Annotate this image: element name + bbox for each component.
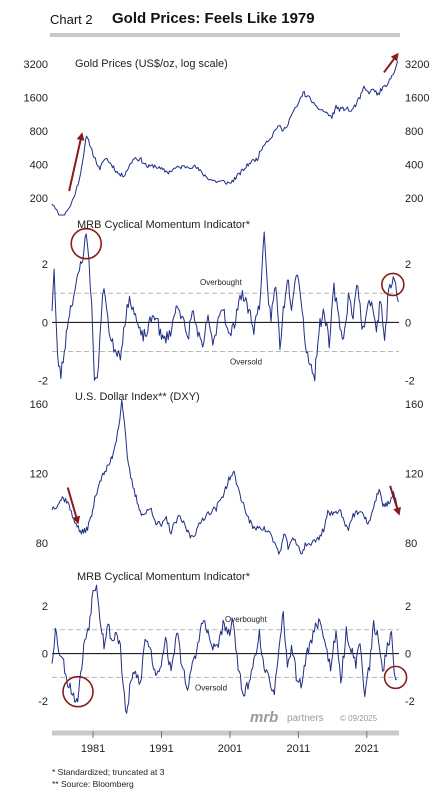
- x-tick-label: 1981: [81, 743, 105, 755]
- y-tick-label-right: 160: [405, 399, 423, 411]
- y-tick-label-left: 80: [36, 538, 48, 550]
- y-tick-label-right: 2: [405, 601, 411, 613]
- header-rule: [50, 33, 400, 37]
- annotation-arrow: [389, 485, 401, 516]
- series-line: [51, 584, 397, 714]
- annotation-arrow: [383, 52, 399, 74]
- annotation-circle: [383, 665, 408, 690]
- y-tick-label-left: 0: [42, 649, 48, 661]
- y-tick-label-left: -2: [38, 696, 48, 708]
- gold-price-panel: Gold Prices (US$/oz, log scale) 200 200 400…: [24, 52, 429, 216]
- y-tick-label-left: 200: [30, 193, 48, 205]
- brand-partners: partners: [287, 713, 324, 724]
- reference-label: Oversold: [230, 358, 262, 367]
- brand-mrb: mrb: [250, 709, 278, 726]
- x-tick-label: 2021: [355, 743, 379, 755]
- chart-number: Chart 2: [50, 12, 93, 27]
- annotation-circle: [381, 272, 405, 297]
- panel-title: MRB Cyclical Momentum Indicator*: [77, 571, 251, 583]
- y-tick-label-right: 3200: [405, 59, 429, 71]
- y-tick-label-left: 160: [30, 399, 48, 411]
- annotation-circle: [70, 227, 103, 260]
- brand-copyright: © 09/2025: [340, 714, 378, 723]
- y-tick-label-right: 0: [405, 649, 411, 661]
- panel-title: Gold Prices (US$/oz, log scale): [75, 58, 228, 70]
- y-tick-label-right: 0: [405, 317, 411, 329]
- y-tick-label-right: 400: [405, 159, 423, 171]
- series-line: [51, 231, 399, 382]
- reference-label: Overbought: [200, 278, 243, 287]
- y-tick-label-left: 400: [30, 159, 48, 171]
- y-tick-label-right: -2: [405, 376, 415, 388]
- y-tick-label-right: 2: [405, 259, 411, 271]
- reference-label: Overbought: [225, 615, 268, 624]
- y-tick-label-right: 200: [405, 193, 423, 205]
- panel-title: U.S. Dollar Index** (DXY): [75, 391, 200, 403]
- annotation-circle: [62, 675, 94, 708]
- y-tick-label-right: -2: [405, 696, 415, 708]
- y-tick-label-right: 800: [405, 126, 423, 138]
- annotation-arrow: [66, 487, 81, 525]
- dxy-panel: U.S. Dollar Index** (DXY) 80 80 120 120 160 16…: [30, 391, 423, 555]
- brand-logo: mrb partners © 09/2025: [250, 709, 378, 726]
- annotation-arrow: [68, 132, 85, 192]
- y-tick-label-left: 2: [42, 259, 48, 271]
- series-line: [51, 399, 399, 555]
- footnote-source: ** Source: Bloomberg: [52, 779, 134, 789]
- y-tick-label-right: 1600: [405, 93, 429, 105]
- y-tick-label-left: 1600: [24, 93, 48, 105]
- chart-title: Gold Prices: Feels Like 1979: [112, 10, 315, 27]
- panel-title: MRB Cyclical Momentum Indicator*: [77, 219, 251, 231]
- x-axis: 1981 1991 2001 2011 2021: [52, 730, 399, 755]
- y-tick-label-right: 120: [405, 469, 423, 481]
- x-tick-label: 2001: [218, 743, 242, 755]
- momentum-dxy-panel: MRB Cyclical Momentum Indicator* -2 -2 0 0 2 2…: [38, 571, 415, 714]
- y-tick-label-left: 0: [42, 317, 48, 329]
- y-tick-label-left: 120: [30, 469, 48, 481]
- momentum-gold-panel: MRB Cyclical Momentum Indicator* -2 -2 0 0 2 2…: [38, 219, 415, 388]
- x-tick-label: 2011: [287, 743, 311, 755]
- y-tick-label-right: 80: [405, 538, 417, 550]
- reference-label: Oversold: [195, 683, 227, 692]
- y-tick-label-left: 800: [30, 126, 48, 138]
- x-tick-label: 1991: [149, 743, 173, 755]
- series-line: [51, 61, 399, 216]
- y-tick-label-left: -2: [38, 376, 48, 388]
- y-tick-label-left: 3200: [24, 59, 48, 71]
- y-tick-label-left: 2: [42, 601, 48, 613]
- footnote-standardized: * Standardized; truncated at 3: [52, 767, 165, 777]
